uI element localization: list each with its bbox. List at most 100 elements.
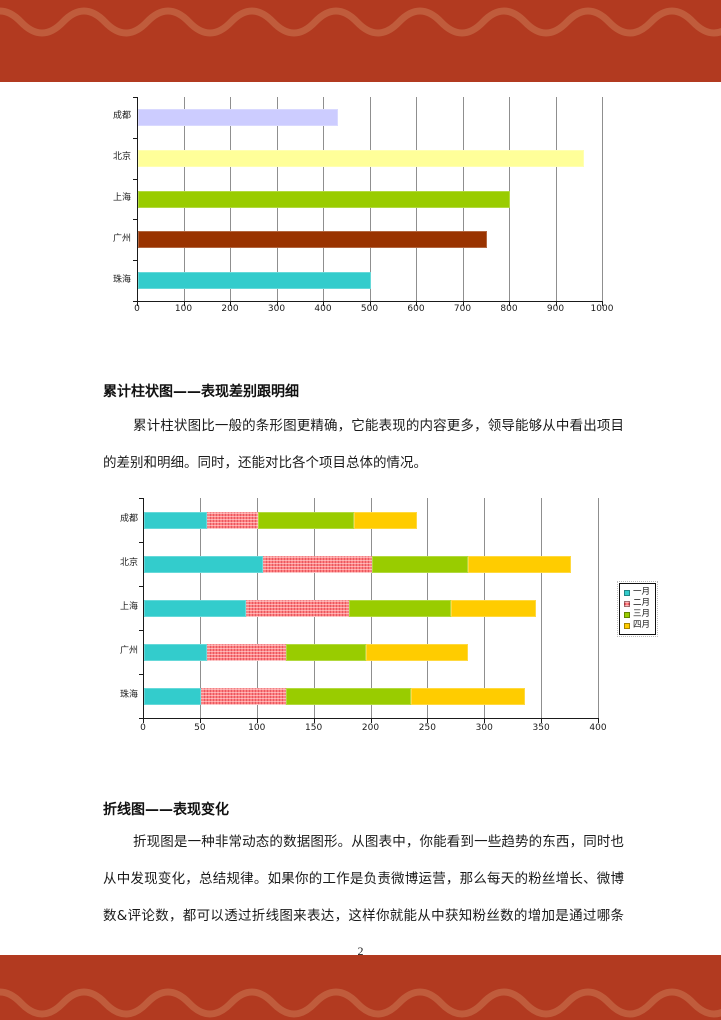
x-tick-label: 500 bbox=[360, 304, 379, 314]
x-axis-tick bbox=[427, 719, 429, 723]
x-tick-label: 100 bbox=[174, 304, 193, 314]
x-axis-line bbox=[143, 718, 599, 719]
x-axis-tick bbox=[137, 302, 138, 306]
bar bbox=[138, 272, 371, 290]
bar-segment bbox=[246, 599, 349, 617]
y-axis-line bbox=[143, 498, 144, 719]
x-tick-label: 400 bbox=[589, 723, 607, 733]
bottom-border-band bbox=[0, 955, 721, 1020]
legend-swatch bbox=[624, 611, 630, 618]
paragraph-line: 折现图是一种非常动态的数据图形。从图表中，你能看到一些趋势的东西，同时也可以 bbox=[133, 834, 624, 850]
bar-segment bbox=[348, 599, 452, 617]
x-tick-label: 0 bbox=[140, 723, 146, 733]
category-label: 成都 bbox=[119, 514, 138, 524]
category-label: 广州 bbox=[112, 233, 131, 244]
x-axis-tick bbox=[369, 302, 371, 306]
x-axis-tick bbox=[183, 302, 185, 306]
y-axis-tick bbox=[133, 137, 137, 139]
category-label: 上海 bbox=[119, 602, 138, 612]
x-tick-label: 0 bbox=[134, 304, 140, 314]
bar-segment bbox=[144, 511, 207, 529]
bar-segment bbox=[144, 643, 207, 661]
paragraph-line-chart: 折现图是一种非常动态的数据图形。从图表中，你能看到一些趋势的东西，同时也可以 从… bbox=[103, 824, 624, 935]
bottom-wave-ornament bbox=[0, 988, 721, 1018]
category-label: 北京 bbox=[119, 558, 138, 568]
chart-legend: 一月 二月 三月 四月 bbox=[616, 581, 659, 637]
y-axis-tick bbox=[139, 498, 143, 499]
category-label: 上海 bbox=[112, 193, 131, 203]
x-tick-label: 200 bbox=[361, 723, 380, 733]
legend-item: 三月 bbox=[624, 609, 650, 620]
heading-stacked-bar-chart: 累计柱状图——表现差别跟明细 bbox=[103, 384, 299, 400]
y-axis-tick bbox=[133, 260, 137, 262]
bar-segment bbox=[206, 643, 287, 661]
bar bbox=[138, 231, 487, 249]
y-axis-tick bbox=[133, 301, 137, 302]
legend-item: 四月 bbox=[624, 620, 650, 631]
x-tick-label: 900 bbox=[546, 304, 565, 314]
paragraph-line: 从中发现变化，总结规律。如果你的工作是负责微博运营，那么每天的粉丝增长、微博转发 bbox=[103, 871, 624, 887]
bar-segment bbox=[257, 511, 355, 529]
bar-segment bbox=[263, 555, 372, 573]
bar-segment bbox=[200, 687, 287, 705]
x-axis-tick bbox=[416, 302, 417, 306]
x-tick-label: 350 bbox=[532, 723, 550, 733]
x-axis-tick bbox=[199, 719, 201, 723]
y-axis-tick bbox=[139, 718, 143, 719]
x-axis-tick bbox=[462, 302, 464, 306]
bar-segment bbox=[144, 599, 247, 617]
x-tick-label: 250 bbox=[418, 723, 436, 733]
x-tick-label: 1000 bbox=[590, 304, 614, 314]
category-label: 成都 bbox=[112, 111, 131, 122]
category-label: 珠海 bbox=[112, 274, 131, 285]
x-tick-label: 700 bbox=[453, 304, 472, 314]
top-border-band bbox=[0, 0, 721, 82]
bar-segment bbox=[206, 511, 258, 529]
y-axis-tick bbox=[139, 586, 143, 587]
bar-segment bbox=[451, 599, 537, 617]
wave-line bbox=[0, 988, 721, 1018]
y-axis-line bbox=[137, 97, 138, 302]
top-wave-ornament bbox=[0, 7, 721, 37]
y-axis-tick bbox=[139, 674, 143, 675]
legend-label: 二月 bbox=[633, 598, 651, 608]
stacked-bar-chart-monthly: 成都 北京 上海 广州 珠海 0 50 100 150 200 250 300 350 400 一月 二月 三月… bbox=[100, 495, 700, 750]
x-axis-tick bbox=[555, 302, 557, 306]
y-axis-tick bbox=[133, 178, 137, 180]
bar-segment bbox=[365, 643, 469, 661]
x-axis-tick bbox=[323, 302, 324, 306]
category-label: 北京 bbox=[112, 152, 131, 163]
y-axis-tick bbox=[139, 542, 143, 543]
grid-line bbox=[602, 97, 603, 301]
paragraph-line: 数&评论数，都可以透过折线图来表达，这样你就能从中获知粉丝数的增加是通过哪条微博 bbox=[103, 908, 624, 924]
x-tick-label: 300 bbox=[475, 723, 493, 733]
x-tick-label: 50 bbox=[194, 723, 206, 733]
paragraph-stacked-bar-chart: 累计柱状图比一般的条形图更精确，它能表现的内容更多，领导能够从中看出项目之间 的… bbox=[103, 408, 624, 482]
bar-segment bbox=[354, 511, 417, 529]
legend-label: 四月 bbox=[633, 620, 651, 630]
x-axis-tick bbox=[143, 719, 144, 723]
x-axis-tick bbox=[484, 719, 486, 723]
x-axis-tick bbox=[313, 719, 315, 723]
bar-segment bbox=[144, 687, 201, 705]
x-tick-label: 300 bbox=[267, 304, 286, 314]
grid-line bbox=[555, 97, 557, 301]
legend-swatch bbox=[624, 622, 630, 629]
x-axis-tick bbox=[541, 719, 543, 723]
bar-chart-city-values: 成都 北京 上海 广州 珠海 0 100 200 300 400 500 600 700 800 900 10… bbox=[100, 90, 620, 330]
bar bbox=[138, 149, 585, 167]
y-axis-tick bbox=[133, 97, 137, 98]
bar-segment bbox=[286, 687, 412, 705]
x-axis-tick bbox=[370, 719, 372, 723]
wave-line bbox=[0, 7, 721, 37]
paragraph-line: 累计柱状图比一般的条形图更精确，它能表现的内容更多，领导能够从中看出项目之间 bbox=[133, 418, 624, 434]
legend-label: 一月 bbox=[633, 587, 651, 597]
legend-swatch bbox=[624, 589, 630, 596]
x-axis-tick bbox=[230, 302, 231, 306]
bar bbox=[138, 108, 338, 126]
bar-segment bbox=[411, 687, 526, 705]
x-tick-label: 400 bbox=[314, 304, 332, 314]
x-tick-label: 800 bbox=[500, 304, 518, 314]
bar-segment bbox=[144, 555, 264, 573]
